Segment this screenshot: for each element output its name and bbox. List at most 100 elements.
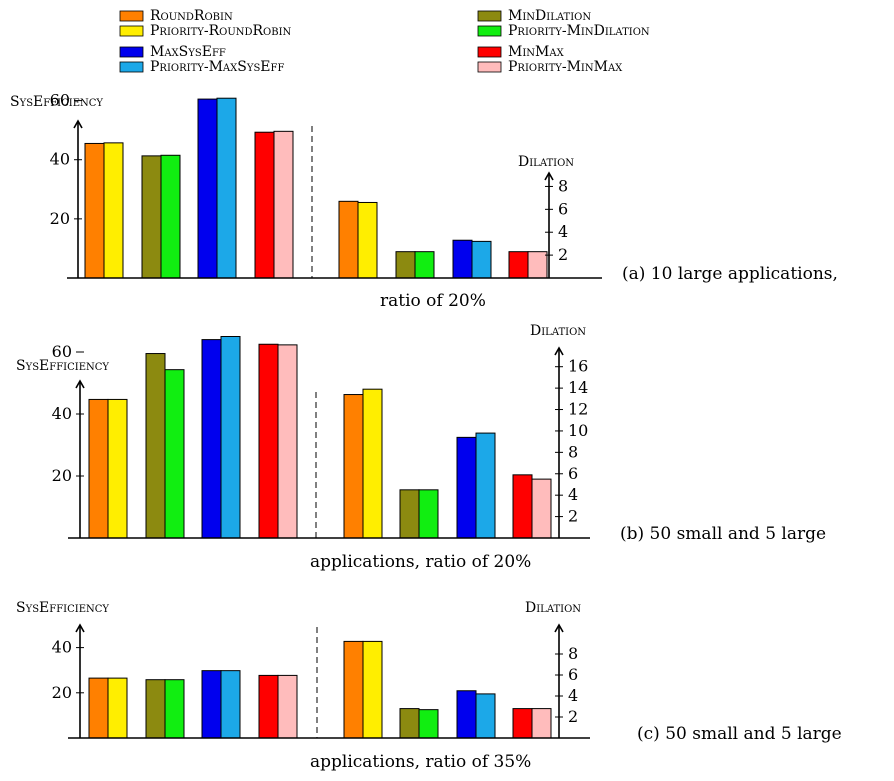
right-y-axis-arrow: [554, 346, 564, 356]
sysefficiency-bar-4: [201, 339, 222, 539]
legend-swatch-1: [119, 25, 144, 37]
right-tick-label-3: 8: [568, 644, 578, 663]
sysefficiency-bar-5: [220, 670, 241, 739]
sysefficiency-bar-3: [164, 369, 185, 539]
right-y-axis-arrow: [554, 623, 564, 633]
left-y-axis-arrow: [73, 119, 83, 129]
left-tick-label-1: 40: [50, 150, 70, 169]
left-tick-label-0: 20: [52, 683, 72, 702]
dilation-bar-4: [456, 436, 477, 539]
dilation-bar-1: [362, 640, 383, 739]
right-tick-label-2: 6: [568, 464, 578, 483]
right-y-axis-arrow: [544, 171, 554, 181]
right-tick-label-0: 2: [558, 245, 568, 264]
dilation-bar-6: [512, 708, 533, 739]
legend-label-5: Priority-MinDilation: [508, 23, 650, 39]
legend-swatch-4: [477, 10, 502, 22]
left-tick-label-0: 20: [50, 209, 70, 228]
sysefficiency-bar-1: [107, 677, 128, 739]
dilation-bar-2: [399, 489, 420, 539]
sysefficiency-bar-0: [84, 142, 105, 279]
right-tick-label-1: 4: [558, 222, 568, 241]
caption-bottom: applications, ratio of 20%: [310, 552, 531, 572]
legend: RoundRobinPriority-RoundRobinMaxSysEffPr…: [119, 8, 650, 75]
dilation-bar-6: [508, 251, 529, 279]
dilation-bar-0: [343, 640, 364, 739]
right-tick-label-0: 2: [568, 507, 578, 526]
right-tick-label-3: 8: [568, 442, 578, 461]
sysefficiency-bar-6: [258, 674, 279, 739]
dilation-bar-1: [357, 201, 378, 279]
caption-right: (c) 50 small and 5 large: [637, 724, 842, 744]
sysefficiency-label: SysEfficiency: [16, 358, 109, 374]
dilation-bar-7: [531, 708, 552, 739]
dilation-bar-4: [452, 239, 473, 279]
dilation-label: Dilation: [525, 600, 581, 616]
sysefficiency-bar-5: [220, 336, 241, 539]
right-tick-label-6: 14: [568, 378, 588, 397]
left-y-axis-arrow: [75, 379, 85, 389]
sysefficiency-bar-3: [160, 154, 181, 279]
sysefficiency-bar-1: [107, 398, 128, 539]
right-tick-label-1: 4: [568, 485, 578, 504]
legend-swatch-7: [477, 61, 502, 73]
caption-bottom: ratio of 20%: [380, 291, 486, 311]
legend-swatch-6: [477, 46, 502, 58]
right-tick-label-2: 6: [568, 665, 578, 684]
left-tick-label-1: 40: [52, 638, 72, 657]
sysefficiency-bar-6: [254, 131, 275, 279]
sysefficiency-bar-7: [273, 130, 294, 279]
dilation-bar-5: [475, 432, 496, 539]
legend-swatch-5: [477, 25, 502, 37]
sysefficiency-bar-7: [277, 674, 298, 739]
right-tick-label-0: 2: [568, 707, 578, 726]
dilation-bar-4: [456, 690, 477, 739]
left-tick-label-0: 20: [52, 466, 72, 485]
sysefficiency-bar-2: [141, 155, 162, 279]
sysefficiency-bar-5: [216, 97, 237, 279]
right-tick-label-3: 8: [558, 176, 568, 195]
dilation-label: Dilation: [530, 323, 586, 339]
chart-c: 20 40 SysEfficiency 2 4 6 8 Dilation (c) 50 smal…: [16, 600, 842, 772]
sysefficiency-bar-2: [145, 679, 166, 739]
dilation-label: Dilation: [518, 154, 574, 170]
left-tick-label-1: 40: [52, 404, 72, 423]
right-tick-label-5: 12: [568, 400, 588, 419]
legend-swatch-3: [119, 61, 144, 73]
sysefficiency-bar-7: [277, 344, 298, 539]
sysefficiency-bar-4: [197, 98, 218, 279]
sysefficiency-bar-6: [258, 343, 279, 539]
caption-right: (b) 50 small and 5 large: [620, 524, 826, 544]
right-tick-label-2: 6: [558, 199, 568, 218]
sysefficiency-bar-0: [88, 398, 109, 539]
sysefficiency-bar-3: [164, 679, 185, 739]
legend-label-6: MinMax: [508, 44, 565, 60]
dilation-bar-6: [512, 474, 533, 539]
sysefficiency-label: SysEfficiency: [10, 94, 103, 110]
dilation-bar-7: [527, 251, 548, 279]
legend-swatch-0: [119, 10, 144, 22]
caption-bottom: applications, ratio of 35%: [310, 752, 531, 772]
right-tick-label-4: 10: [568, 421, 588, 440]
left-tick-label-2: 60: [52, 342, 72, 361]
sysefficiency-bar-4: [201, 670, 222, 739]
dilation-bar-3: [414, 251, 435, 279]
legend-label-1: Priority-RoundRobin: [150, 23, 292, 39]
left-tick-label-2: 60: [50, 91, 70, 110]
legend-label-3: Priority-MaxSysEff: [150, 59, 284, 75]
dilation-bar-5: [471, 240, 492, 279]
caption-right: (a) 10 large applications,: [622, 264, 838, 284]
dilation-bar-2: [395, 251, 416, 279]
dilation-bar-0: [343, 394, 364, 539]
dilation-bar-7: [531, 478, 552, 539]
legend-swatch-2: [119, 46, 144, 58]
sysefficiency-bar-1: [103, 142, 124, 279]
legend-label-7: Priority-MinMax: [508, 59, 623, 75]
right-tick-label-1: 4: [568, 686, 578, 705]
dilation-bar-5: [475, 693, 496, 739]
legend-label-4: MinDilation: [508, 8, 591, 24]
dilation-bar-1: [362, 388, 383, 539]
dilation-bar-0: [338, 200, 359, 279]
